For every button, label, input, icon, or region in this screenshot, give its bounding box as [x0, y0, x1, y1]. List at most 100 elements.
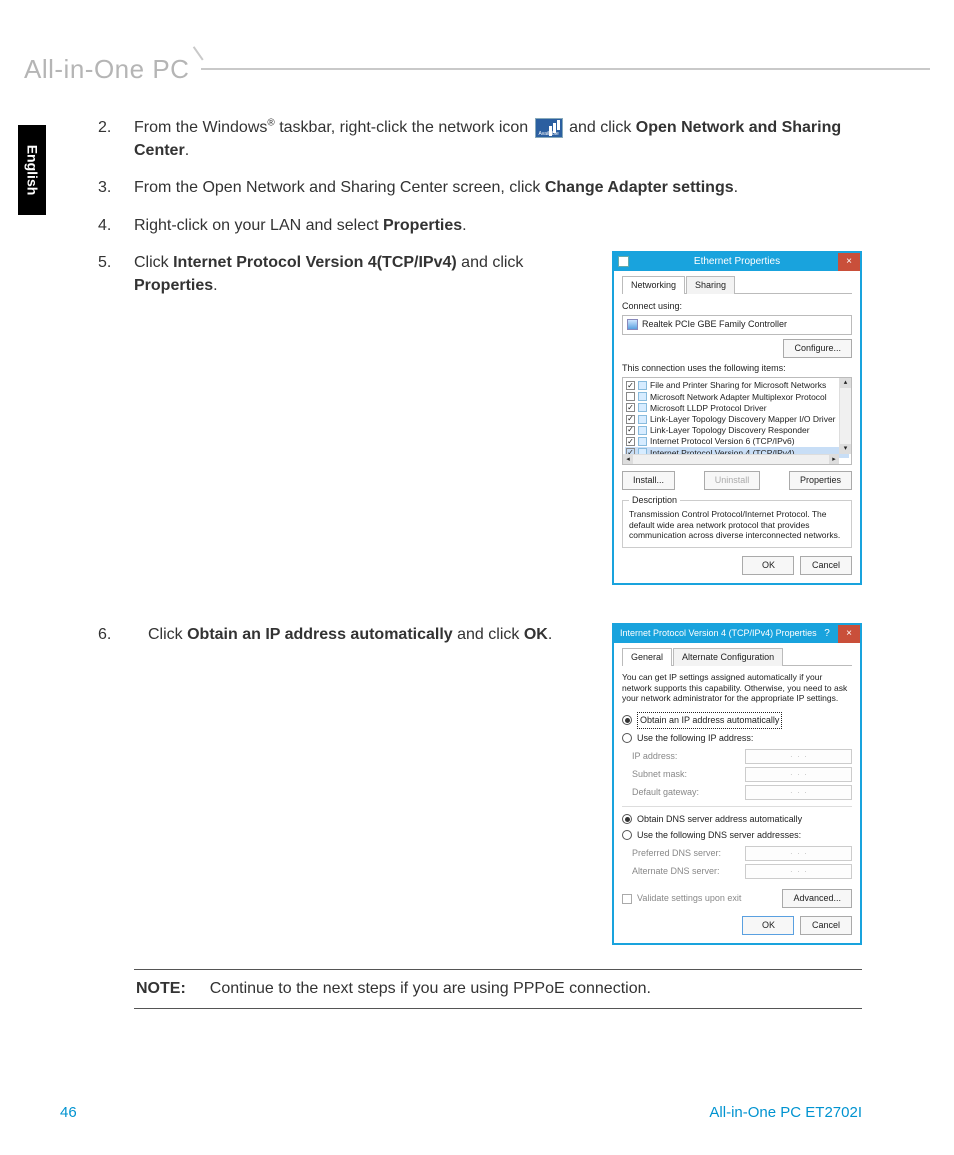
dialog-titlebar: Internet Protocol Version 4 (TCP/IPv4) P… — [614, 625, 860, 643]
page-footer: 46 All-in-One PC ET2702I — [60, 1104, 862, 1121]
step-period: . — [185, 142, 189, 159]
protocol-list-item[interactable]: ✓Link-Layer Topology Discovery Mapper I/… — [625, 414, 849, 425]
checkbox-icon[interactable]: ✓ — [626, 437, 635, 446]
step-number: 4. — [98, 214, 134, 237]
description-title: Description — [629, 494, 680, 507]
uninstall-button[interactable]: Uninstall — [704, 471, 761, 490]
step-bold: Properties — [134, 277, 213, 294]
step-text: and click — [453, 626, 524, 643]
step-period: . — [462, 217, 466, 234]
preferred-dns-label: Preferred DNS server: — [632, 847, 739, 860]
step-bold: Internet Protocol Version 4(TCP/IPv4) — [173, 254, 457, 271]
protocol-icon — [638, 437, 647, 446]
ethernet-properties-dialog: Ethernet Properties × Networking Sharing… — [612, 251, 862, 585]
dialog-tabs: General Alternate Configuration — [622, 647, 852, 666]
ipv4-properties-dialog: Internet Protocol Version 4 (TCP/IPv4) P… — [612, 623, 862, 945]
install-button[interactable]: Install... — [622, 471, 675, 490]
content-area: 2. From the Windows® taskbar, right-clic… — [98, 116, 862, 1009]
step-number: 6. — [98, 623, 134, 646]
note-rule-bottom — [134, 1008, 862, 1009]
protocol-icon — [638, 403, 647, 412]
note-text: Continue to the next steps if you are us… — [210, 980, 651, 998]
alternate-dns-input[interactable]: · · · — [745, 864, 852, 879]
protocol-icon — [638, 392, 647, 401]
step-period: . — [213, 277, 217, 294]
vertical-scrollbar[interactable]: ▴ ▾ — [839, 378, 851, 454]
scroll-down-icon[interactable]: ▾ — [840, 444, 851, 454]
tab-networking[interactable]: Networking — [622, 276, 685, 294]
advanced-button[interactable]: Advanced... — [782, 889, 852, 908]
step-2: 2. From the Windows® taskbar, right-clic… — [98, 116, 862, 162]
step-4: 4. Right-click on your LAN and select Pr… — [98, 214, 862, 237]
close-icon[interactable]: × — [838, 625, 860, 643]
items-label: This connection uses the following items… — [622, 362, 852, 375]
subnet-mask-input[interactable]: · · · — [745, 767, 852, 782]
subnet-mask-label: Subnet mask: — [632, 768, 739, 781]
protocol-list-item[interactable]: ✓File and Printer Sharing for Microsoft … — [625, 380, 849, 391]
tab-alternate-configuration[interactable]: Alternate Configuration — [673, 648, 783, 666]
ip-address-label: IP address: — [632, 750, 739, 763]
checkbox-icon[interactable]: ✓ — [626, 426, 635, 435]
scroll-up-icon[interactable]: ▴ — [840, 378, 851, 388]
radio-use-dns[interactable]: Use the following DNS server addresses: — [622, 829, 852, 842]
properties-button[interactable]: Properties — [789, 471, 852, 490]
radio-icon — [622, 814, 632, 824]
dialog-titlebar: Ethernet Properties × — [614, 253, 860, 271]
description-group: Description Transmission Control Protoco… — [622, 500, 852, 548]
scroll-left-icon[interactable]: ◂ — [623, 455, 633, 465]
note-box: NOTE: Continue to the next steps if you … — [134, 969, 862, 1009]
checkbox-icon[interactable]: ✓ — [626, 415, 635, 424]
checkbox-icon[interactable]: ✓ — [626, 381, 635, 390]
tab-general[interactable]: General — [622, 648, 672, 666]
radio-obtain-ip-auto[interactable]: Obtain an IP address automatically — [622, 712, 852, 729]
checkbox-icon[interactable]: ✓ — [626, 403, 635, 412]
protocol-list[interactable]: ✓File and Printer Sharing for Microsoft … — [622, 377, 852, 465]
step-period: . — [734, 179, 738, 196]
ok-button[interactable]: OK — [742, 556, 794, 575]
protocol-list-item[interactable]: ✓Microsoft LLDP Protocol Driver — [625, 402, 849, 413]
protocol-list-item[interactable]: ✓Link-Layer Topology Discovery Responder — [625, 425, 849, 436]
step-number: 5. — [98, 251, 134, 274]
cancel-button[interactable]: Cancel — [800, 916, 852, 935]
ok-button[interactable]: OK — [742, 916, 794, 935]
page-title: All-in-One PC — [24, 54, 201, 85]
step-3: 3. From the Open Network and Sharing Cen… — [98, 176, 862, 199]
radio-label: Obtain an IP address automatically — [637, 712, 782, 729]
checkbox-icon[interactable] — [626, 392, 635, 401]
validate-label: Validate settings upon exit — [637, 892, 741, 905]
ip-address-input[interactable]: · · · — [745, 749, 852, 764]
alternate-dns-label: Alternate DNS server: — [632, 865, 739, 878]
step-text: and click — [457, 254, 524, 271]
scroll-right-icon[interactable]: ▸ — [829, 455, 839, 465]
default-gateway-input[interactable]: · · · — [745, 785, 852, 800]
step-period: . — [548, 626, 552, 643]
cancel-button[interactable]: Cancel — [800, 556, 852, 575]
tab-sharing[interactable]: Sharing — [686, 276, 735, 294]
dialog-title: Ethernet Properties — [694, 255, 780, 270]
step-bold: OK — [524, 626, 548, 643]
step-text: Click — [134, 254, 173, 271]
protocol-icon — [638, 426, 647, 435]
protocol-icon — [638, 415, 647, 424]
help-icon[interactable]: ? — [818, 625, 836, 643]
configure-button[interactable]: Configure... — [783, 339, 852, 358]
step-text: taskbar, right-click the network icon — [275, 119, 533, 136]
protocol-list-item[interactable]: ✓Internet Protocol Version 6 (TCP/IPv6) — [625, 436, 849, 447]
protocol-list-item[interactable]: Microsoft Network Adapter Multiplexor Pr… — [625, 391, 849, 402]
step-text: From the Open Network and Sharing Center… — [134, 179, 545, 196]
connect-using-label: Connect using: — [622, 300, 852, 313]
preferred-dns-input[interactable]: · · · — [745, 846, 852, 861]
radio-obtain-dns-auto[interactable]: Obtain DNS server address automatically — [622, 813, 852, 826]
horizontal-scrollbar[interactable]: ◂ ▸ — [623, 454, 839, 464]
radio-use-ip[interactable]: Use the following IP address: — [622, 732, 852, 745]
registered-mark: ® — [267, 118, 274, 129]
step-bold: Change Adapter settings — [545, 179, 734, 196]
step-bold: Obtain an IP address automatically — [187, 626, 453, 643]
language-tab: English — [18, 125, 46, 215]
validate-checkbox[interactable]: Validate settings upon exit — [622, 892, 741, 905]
adapter-icon — [627, 319, 638, 330]
close-icon[interactable]: × — [838, 253, 860, 271]
dialog-icon — [618, 256, 629, 267]
adapter-name: Realtek PCIe GBE Family Controller — [642, 318, 787, 331]
step-text: Click — [148, 626, 187, 643]
